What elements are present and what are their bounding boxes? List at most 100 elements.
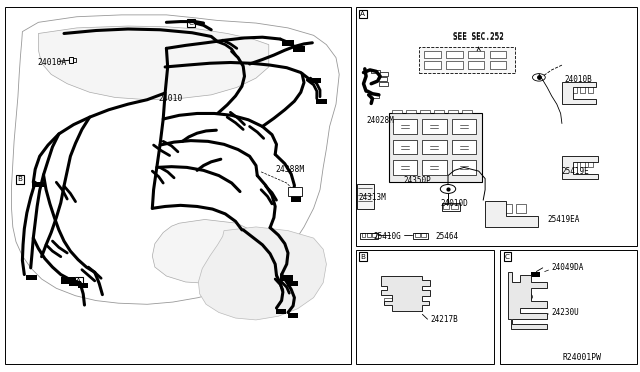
Text: 25410G: 25410G <box>373 232 401 241</box>
Bar <box>78 283 88 288</box>
Bar <box>452 140 476 154</box>
Bar <box>379 72 388 76</box>
Bar <box>393 140 417 154</box>
Bar <box>452 160 476 175</box>
Bar <box>442 203 460 211</box>
Text: 25419EA: 25419EA <box>547 215 580 224</box>
Bar <box>293 46 305 52</box>
Bar <box>424 51 441 58</box>
Bar <box>452 119 476 134</box>
Bar <box>372 233 376 237</box>
Text: 24313M: 24313M <box>358 193 386 202</box>
Bar <box>468 61 484 69</box>
Text: A: A <box>360 11 365 17</box>
Bar <box>446 51 463 58</box>
Bar <box>421 233 426 237</box>
Text: B: B <box>17 176 22 182</box>
Bar <box>446 61 463 69</box>
Text: 24010A: 24010A <box>37 58 67 67</box>
Circle shape <box>517 292 532 301</box>
Bar <box>393 119 417 134</box>
Polygon shape <box>508 272 547 329</box>
Bar <box>389 113 482 182</box>
Text: B: B <box>360 254 365 260</box>
Bar <box>490 61 506 69</box>
Bar <box>531 272 540 277</box>
Bar <box>443 204 449 209</box>
Bar <box>420 110 430 113</box>
Bar <box>451 204 458 209</box>
Polygon shape <box>381 276 430 311</box>
Bar <box>502 204 512 213</box>
Polygon shape <box>485 201 538 227</box>
Bar <box>580 85 585 93</box>
Text: 25464: 25464 <box>435 232 458 241</box>
Bar <box>490 51 506 58</box>
Bar <box>413 232 428 239</box>
Bar <box>367 233 371 237</box>
Bar <box>288 313 298 318</box>
Bar <box>356 250 494 364</box>
Text: C: C <box>188 20 193 26</box>
Bar <box>564 159 570 167</box>
Polygon shape <box>562 156 598 179</box>
Text: 24010B: 24010B <box>564 76 592 84</box>
Bar <box>398 298 410 304</box>
Text: 24388M: 24388M <box>275 165 305 174</box>
Bar <box>434 110 444 113</box>
Text: 24217B: 24217B <box>430 315 458 324</box>
Bar <box>516 204 526 213</box>
Bar <box>406 110 416 113</box>
Bar <box>26 275 37 280</box>
Bar <box>588 159 593 167</box>
Text: SEE SEC.252: SEE SEC.252 <box>453 32 504 41</box>
Bar <box>588 85 593 93</box>
Bar <box>398 279 410 283</box>
Bar <box>580 159 585 167</box>
Bar <box>316 99 327 104</box>
Text: 24049DA: 24049DA <box>552 263 584 272</box>
Polygon shape <box>38 26 269 100</box>
Bar <box>73 58 76 62</box>
Bar <box>69 281 81 286</box>
Bar <box>291 196 301 202</box>
Polygon shape <box>198 227 326 320</box>
Bar <box>61 277 75 284</box>
Bar <box>5 7 351 364</box>
Bar <box>356 7 637 246</box>
Bar <box>276 309 286 314</box>
Text: SEE SEC.252: SEE SEC.252 <box>453 33 504 42</box>
Bar <box>384 279 396 283</box>
Text: 25419E: 25419E <box>562 167 589 176</box>
Bar <box>572 85 577 93</box>
Bar <box>384 298 396 304</box>
Bar <box>462 110 472 113</box>
Bar <box>422 140 447 154</box>
Bar <box>310 78 321 83</box>
Bar <box>419 46 515 73</box>
Bar <box>32 182 45 187</box>
Bar <box>69 57 73 63</box>
Bar <box>362 233 365 237</box>
Bar <box>371 70 380 73</box>
Text: C: C <box>505 254 510 260</box>
Bar <box>378 77 387 81</box>
Bar <box>572 159 577 167</box>
Bar <box>424 61 441 69</box>
Bar <box>287 281 298 286</box>
Bar <box>357 184 374 209</box>
Bar <box>468 51 484 58</box>
Bar <box>392 110 402 113</box>
Bar <box>448 110 458 113</box>
Bar <box>564 85 570 93</box>
Polygon shape <box>152 219 262 283</box>
Text: A: A <box>76 278 81 284</box>
Bar <box>415 233 420 237</box>
Bar <box>280 275 293 281</box>
Text: 24350P: 24350P <box>403 176 431 185</box>
Bar <box>500 250 637 364</box>
Text: 24230U: 24230U <box>552 308 579 317</box>
Bar <box>422 160 447 175</box>
Bar <box>360 232 378 239</box>
Bar <box>282 40 294 46</box>
